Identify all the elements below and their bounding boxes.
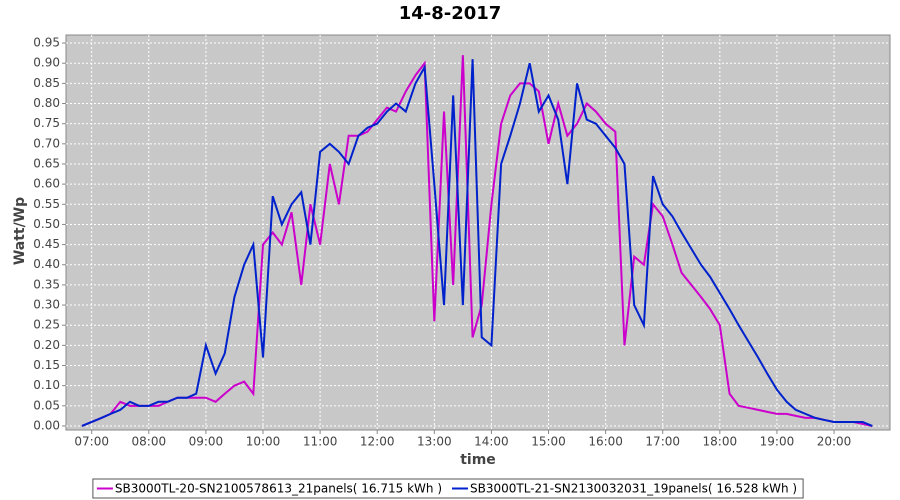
y-tick-label: 0.20 xyxy=(33,338,60,352)
x-tick-label: 10:00 xyxy=(246,435,281,449)
x-axis-label: time xyxy=(460,452,496,468)
y-tick-label: 0.00 xyxy=(33,418,60,432)
x-tick-label: 09:00 xyxy=(189,435,224,449)
x-tick-label: 15:00 xyxy=(531,435,566,449)
series-line xyxy=(81,59,873,427)
x-tick-label: 17:00 xyxy=(645,435,680,449)
y-tick-label: 0.45 xyxy=(33,237,60,251)
y-tick-label: 0.65 xyxy=(33,156,60,170)
series-line xyxy=(81,55,873,427)
x-tick-label: 08:00 xyxy=(132,435,167,449)
x-tick-label: 14:00 xyxy=(474,435,509,449)
x-tick-label: 20:00 xyxy=(817,435,852,449)
y-tick-label: 0.75 xyxy=(33,116,60,130)
x-tick-label: 12:00 xyxy=(360,435,395,449)
legend-label: SB3000TL-21-SN2130032031_19panels( 16.52… xyxy=(470,482,797,496)
y-tick-label: 0.95 xyxy=(33,36,60,50)
y-tick-label: 0.80 xyxy=(33,96,60,110)
x-tick-label: 18:00 xyxy=(703,435,738,449)
y-tick-label: 0.50 xyxy=(33,217,60,231)
y-tick-label: 0.05 xyxy=(33,398,60,412)
x-tick-label: 07:00 xyxy=(74,435,109,449)
x-tick-label: 11:00 xyxy=(303,435,338,449)
y-tick-label: 0.15 xyxy=(33,358,60,372)
y-tick-label: 0.30 xyxy=(33,298,60,312)
y-tick-label: 0.55 xyxy=(33,197,60,211)
y-tick-label: 0.40 xyxy=(33,257,60,271)
y-tick-label: 0.60 xyxy=(33,177,60,191)
x-tick-label: 16:00 xyxy=(588,435,623,449)
y-tick-label: 0.35 xyxy=(33,277,60,291)
y-tick-label: 0.90 xyxy=(33,56,60,70)
y-tick-label: 0.85 xyxy=(33,76,60,90)
x-tick-label: 13:00 xyxy=(417,435,452,449)
legend-box xyxy=(92,478,804,499)
y-tick-label: 0.70 xyxy=(33,136,60,150)
x-tick-label: 19:00 xyxy=(760,435,795,449)
y-tick-label: 0.25 xyxy=(33,318,60,332)
legend: SB3000TL-20-SN2100578613_21panels( 16.71… xyxy=(92,478,804,499)
legend-label: SB3000TL-20-SN2100578613_21panels( 16.71… xyxy=(115,482,442,496)
y-axis-label: Watt/Wp xyxy=(12,197,28,265)
y-tick-label: 0.10 xyxy=(33,378,60,392)
chart-title: 14-8-2017 xyxy=(399,3,502,24)
